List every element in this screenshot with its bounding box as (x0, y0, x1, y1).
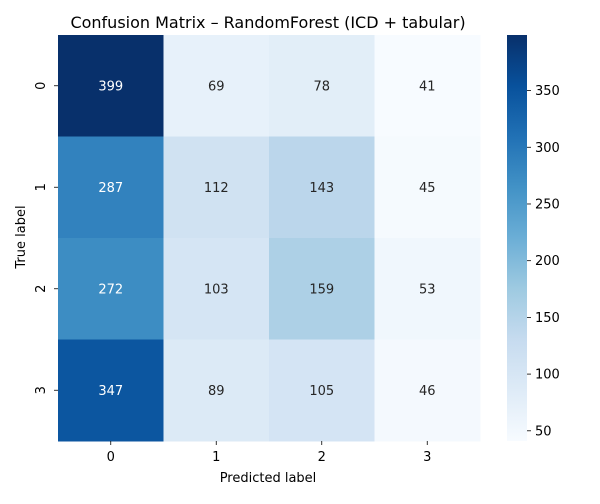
cell-value-label: 159 (309, 282, 334, 297)
y-tick-label: 3 (34, 386, 49, 394)
x-tick-label: 0 (107, 450, 115, 465)
colorbar-gradient (507, 35, 527, 441)
heatmap-cells: 399 69 78 41 287 112 143 45 272 103 159 53 347 89 105 4… (58, 35, 481, 442)
heatmap-cell (58, 136, 164, 239)
y-axis-ticks: 0 1 2 3 (34, 82, 58, 394)
heatmap-cell (58, 339, 164, 442)
cell-value-label: 41 (419, 79, 436, 94)
x-tick-label: 2 (318, 450, 326, 465)
colorbar-tick-label: 100 (535, 368, 560, 383)
y-tick-label: 0 (34, 82, 49, 90)
cell-value-label: 105 (309, 384, 334, 399)
colorbar: 50 100 150 200 250 300 350 (507, 35, 560, 441)
colorbar-tick-label: 300 (535, 141, 560, 156)
cell-value-label: 143 (309, 181, 334, 196)
cell-value-label: 112 (204, 181, 229, 196)
cell-value-label: 272 (98, 282, 123, 297)
cell-value-label: 69 (208, 79, 225, 94)
x-tick-label: 1 (212, 450, 220, 465)
y-tick-label: 2 (34, 285, 49, 293)
x-tick-label: 3 (423, 450, 431, 465)
heatmap-cell (269, 136, 375, 239)
x-axis-label: Predicted label (220, 471, 317, 486)
colorbar-tick-label: 50 (535, 424, 552, 439)
heatmap-cell (374, 238, 481, 340)
y-tick-label: 1 (34, 183, 49, 191)
cell-value-label: 287 (98, 181, 123, 196)
y-axis-label: True label (14, 205, 29, 269)
heatmap-cell (163, 35, 270, 137)
heatmap-cell (163, 238, 270, 340)
cell-value-label: 89 (208, 384, 225, 399)
heatmap-cell (58, 35, 164, 137)
cell-value-label: 78 (313, 79, 330, 94)
heatmap-cell (374, 35, 481, 137)
colorbar-tick-label: 250 (535, 197, 560, 212)
cell-value-label: 103 (204, 282, 229, 297)
colorbar-tick-label: 200 (535, 254, 560, 269)
colorbar-tick-label: 350 (535, 84, 560, 99)
chart-title: Confusion Matrix – RandomForest (ICD + t… (70, 13, 465, 32)
heatmap-cell (269, 238, 375, 340)
cell-value-label: 45 (419, 181, 436, 196)
heatmap-cell (374, 136, 481, 239)
heatmap-cell (374, 339, 481, 442)
heatmap-cell (163, 339, 270, 442)
colorbar-tick-label: 150 (535, 311, 560, 326)
heatmap-cell (163, 136, 270, 239)
heatmap-cell (269, 339, 375, 442)
heatmap-cell (58, 238, 164, 340)
cell-value-label: 399 (98, 79, 123, 94)
x-axis-ticks: 0 1 2 3 (107, 441, 431, 465)
heatmap-cell (269, 35, 375, 137)
cell-value-label: 46 (419, 384, 436, 399)
cell-value-label: 347 (98, 384, 123, 399)
cell-value-label: 53 (419, 282, 436, 297)
